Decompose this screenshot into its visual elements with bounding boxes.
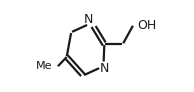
Text: OH: OH <box>138 19 157 32</box>
Text: N: N <box>100 62 109 75</box>
Text: N: N <box>84 13 93 26</box>
Text: Me: Me <box>36 61 53 71</box>
